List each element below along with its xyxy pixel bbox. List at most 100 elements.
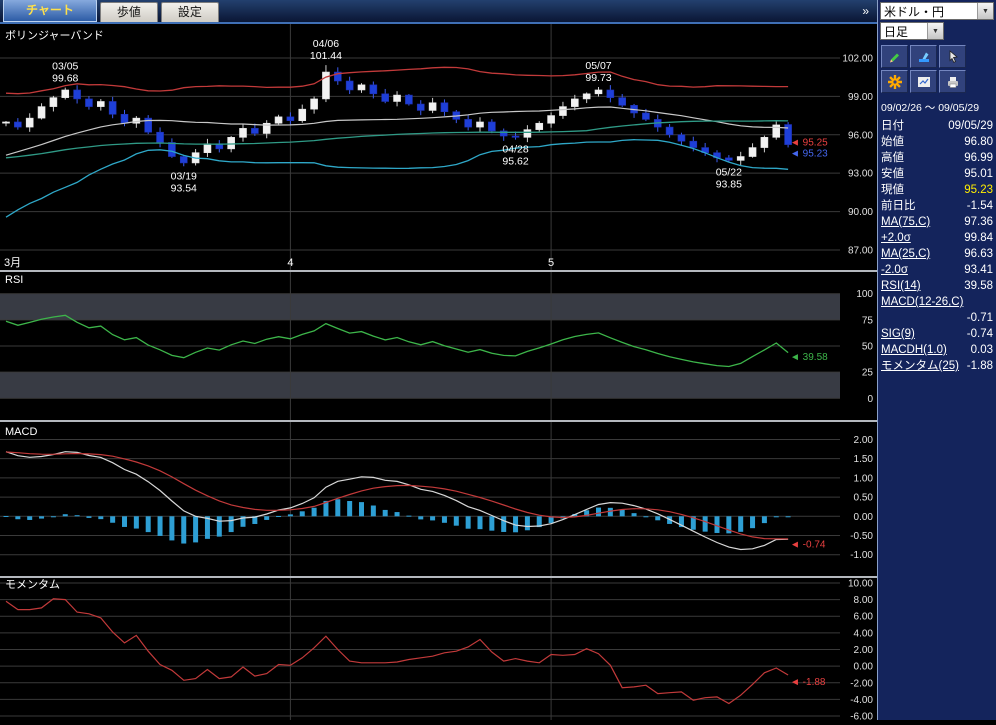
info-row: MACD(12-26,C) (878, 294, 996, 310)
tab-tick-prices[interactable]: 歩値 (99, 2, 158, 22)
svg-text:05/07: 05/07 (585, 60, 611, 72)
svg-text:-4.00: -4.00 (850, 695, 873, 706)
info-label: 高値 (881, 152, 904, 164)
info-value: 0.03 (970, 344, 993, 356)
info-value: 95.23 (964, 184, 993, 196)
printer-icon (947, 76, 958, 88)
svg-text:1.00: 1.00 (854, 473, 874, 484)
svg-text:93.85: 93.85 (716, 178, 742, 190)
info-label: 前日比 (881, 200, 916, 212)
info-row: 日付 09/05/29 (878, 118, 996, 134)
svg-text:◄ 39.58: ◄ 39.58 (790, 352, 828, 363)
info-value: 95.01 (964, 168, 993, 180)
info-row: 安値 95.01 (878, 166, 996, 182)
info-label[interactable]: MACD(12-26,C) (881, 296, 964, 308)
chart-icon (917, 76, 930, 87)
cursor-tool-button[interactable] (939, 45, 966, 68)
tab-overflow-button[interactable]: » (862, 4, 869, 18)
svg-text:101.44: 101.44 (310, 50, 342, 62)
tab-chart[interactable]: チャート (3, 0, 97, 22)
svg-text:04/28: 04/28 (502, 144, 528, 156)
info-value: 93.41 (964, 264, 993, 276)
info-label: 始値 (881, 136, 904, 148)
svg-text:1.50: 1.50 (854, 454, 874, 465)
svg-text:0.50: 0.50 (854, 493, 874, 504)
svg-text:87.00: 87.00 (848, 245, 873, 256)
svg-text:2.00: 2.00 (854, 645, 874, 656)
tab-bar: チャート 歩値 設定 » (0, 0, 877, 24)
info-label[interactable]: -2.0σ (881, 264, 908, 276)
svg-text:95.62: 95.62 (502, 156, 528, 168)
pencil-icon (889, 53, 899, 62)
svg-text:93.00: 93.00 (848, 169, 873, 180)
svg-text:◄ 95.25: ◄ 95.25 (790, 137, 828, 148)
info-label[interactable]: MA(75,C) (881, 216, 931, 228)
brush-tool-button[interactable] (910, 45, 937, 68)
info-value: -1.54 (966, 200, 993, 212)
chart-canvas[interactable]: 102.0099.0096.0093.0090.0087.00100755025… (0, 24, 877, 723)
svg-text:◄ -1.88: ◄ -1.88 (790, 677, 826, 688)
info-label[interactable]: +2.0σ (881, 232, 911, 244)
info-label[interactable]: SIG(9) (881, 328, 915, 340)
drawing-toolbar (878, 40, 996, 93)
cursor-icon (949, 49, 958, 63)
info-label[interactable]: モメンタム(25) (881, 360, 959, 372)
info-value: 96.99 (964, 152, 993, 164)
svg-text:4.00: 4.00 (854, 628, 874, 639)
gear-tool-button[interactable] (881, 70, 908, 93)
svg-text:モメンタム: モメンタム (5, 578, 60, 591)
info-value: -0.71 (966, 312, 993, 324)
quote-info-table: 日付 09/05/29 始値 96.80 高値 96.99 安値 95.01 現値 95.23 前日… (878, 118, 996, 374)
svg-text:-1.00: -1.00 (850, 550, 873, 561)
info-value: 97.36 (964, 216, 993, 228)
info-label[interactable]: MACDH(1.0) (881, 344, 947, 356)
chart-area[interactable]: 102.00 99.00 96.00 93.00 90.00 87.00 100 75 50 25… (0, 24, 877, 723)
svg-text:0.00: 0.00 (854, 662, 874, 673)
gear-icon (887, 74, 902, 89)
printer-tool-button[interactable] (939, 70, 966, 93)
svg-text:10.00: 10.00 (848, 578, 873, 589)
pencil-tool-button[interactable] (881, 45, 908, 68)
svg-text:8.00: 8.00 (854, 595, 874, 606)
tab-settings[interactable]: 設定 (160, 2, 219, 22)
info-value: -1.88 (966, 360, 993, 372)
svg-text:03/05: 03/05 (52, 61, 78, 73)
info-row: MA(75,C) 97.36 (878, 214, 996, 230)
svg-text:99.68: 99.68 (52, 73, 78, 85)
svg-text:3月: 3月 (4, 257, 21, 269)
svg-text:90.00: 90.00 (848, 207, 873, 218)
symbol-select[interactable]: 米ドル・円 ▼ (880, 2, 994, 20)
svg-text:100: 100 (856, 289, 873, 300)
svg-text:2.00: 2.00 (854, 435, 874, 446)
date-range: 09/02/26 ～ 09/05/29 (881, 102, 980, 114)
info-row: MA(25,C) 96.63 (878, 246, 996, 262)
info-label: 安値 (881, 168, 904, 180)
svg-text:96.00: 96.00 (848, 130, 873, 141)
svg-text:6.00: 6.00 (854, 612, 874, 623)
info-row: 高値 96.99 (878, 150, 996, 166)
info-value: 96.80 (964, 136, 993, 148)
chevron-down-icon: ▼ (977, 3, 993, 19)
info-row: +2.0σ 99.84 (878, 230, 996, 246)
info-label: 日付 (881, 120, 904, 132)
svg-text:0: 0 (867, 394, 873, 405)
info-value: 09/05/29 (948, 120, 993, 132)
info-row: -2.0σ 93.41 (878, 262, 996, 278)
info-value: 39.58 (964, 280, 993, 292)
svg-text:25: 25 (862, 368, 874, 379)
svg-text:-2.00: -2.00 (850, 678, 873, 689)
chart-tool-button[interactable] (910, 70, 937, 93)
info-label: 現値 (881, 184, 904, 196)
brush-icon (918, 52, 929, 62)
svg-text:03/19: 03/19 (171, 170, 197, 182)
svg-text:5: 5 (548, 257, 554, 269)
svg-text:MACD: MACD (5, 426, 37, 438)
info-label[interactable]: RSI(14) (881, 280, 921, 292)
info-row: モメンタム(25) -1.88 (878, 358, 996, 374)
info-value: 99.84 (964, 232, 993, 244)
svg-text:◄ -0.74: ◄ -0.74 (790, 540, 826, 551)
info-label[interactable]: MA(25,C) (881, 248, 931, 260)
timeframe-select[interactable]: 日足 ▼ (880, 22, 944, 40)
info-value: 96.63 (964, 248, 993, 260)
